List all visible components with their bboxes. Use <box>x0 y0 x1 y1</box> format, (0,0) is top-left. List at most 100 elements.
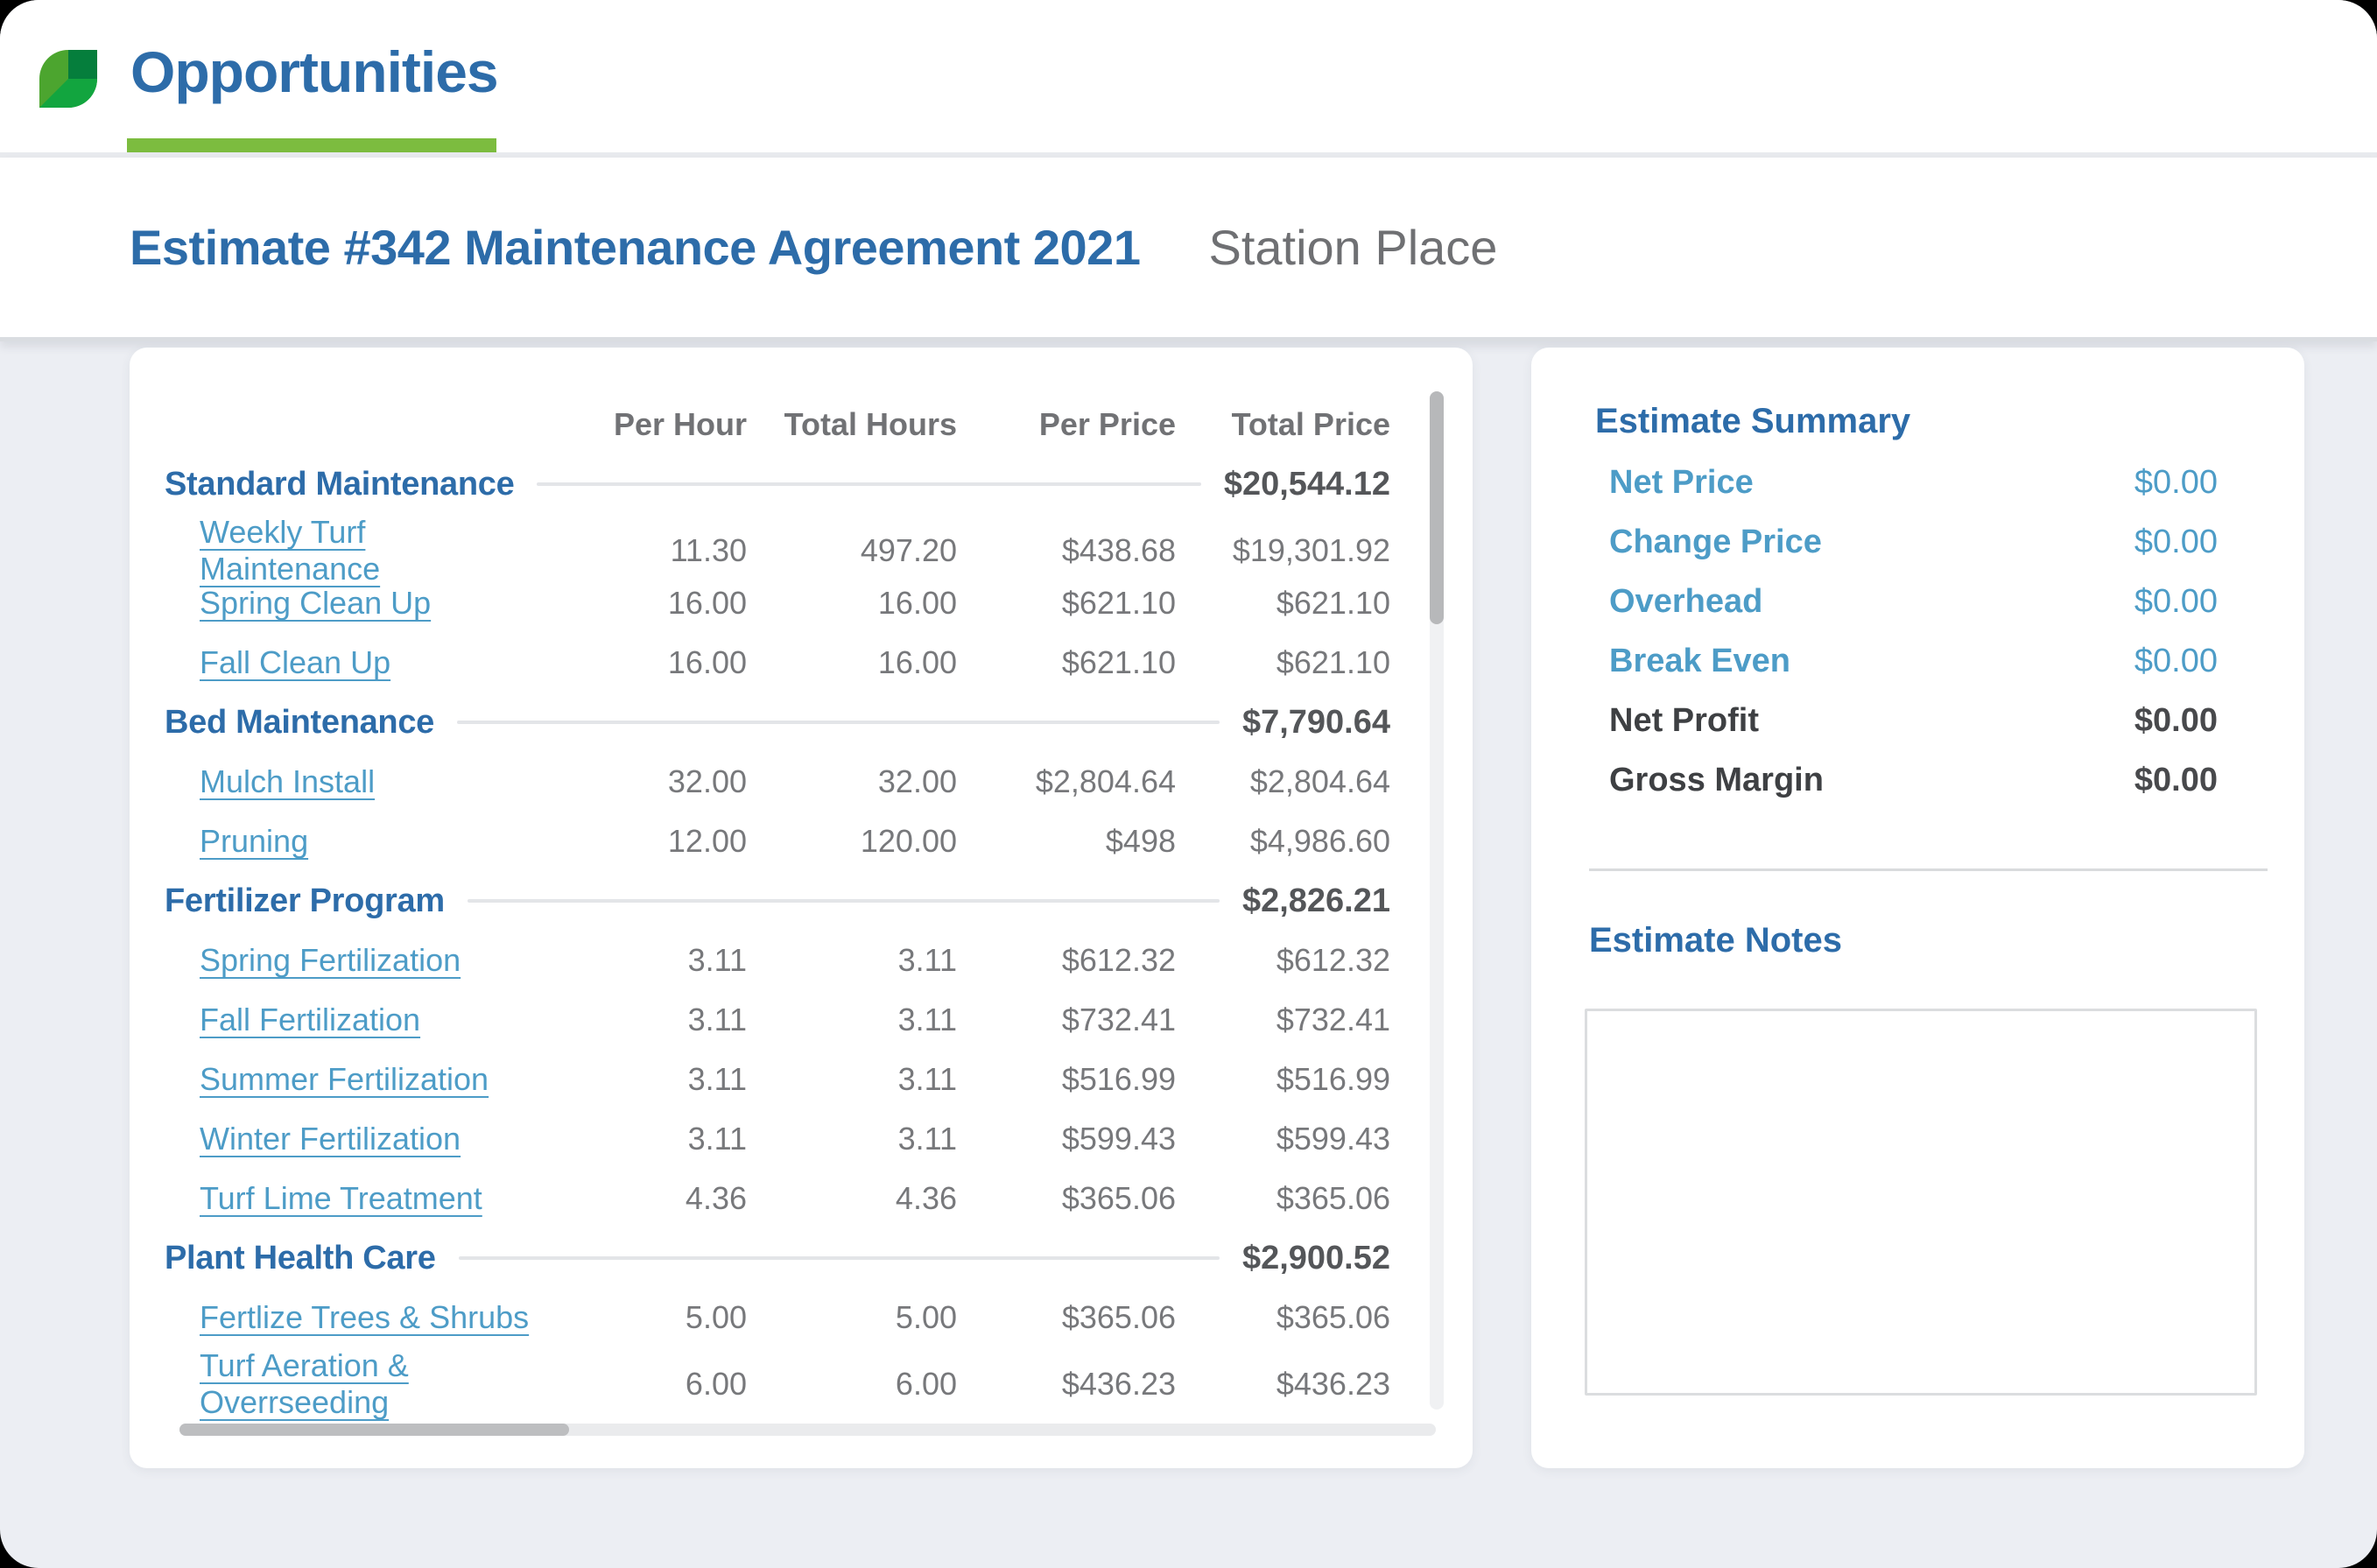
app-header: Opportunities <box>0 0 2377 152</box>
item-total-price: $621.10 <box>1276 585 1390 621</box>
item-row: Turf Lime Treatment 4.36 4.36 $365.06 $365.0… <box>165 1169 1390 1228</box>
summary-row: Net Profit $0.00 <box>1595 691 2218 750</box>
section-name: Bed Maintenance <box>165 703 435 741</box>
item-row: Spring Clean Up 16.00 16.00 $621.10 $621.10 <box>165 573 1390 633</box>
summary-value: $0.00 <box>2134 463 2218 501</box>
table-header-row: Per Hour Total Hours Per Price Total Pri… <box>165 395 1390 454</box>
section-total-price: $20,544.12 <box>1223 465 1390 503</box>
item-link[interactable]: Fall Clean Up <box>200 644 391 680</box>
item-row: Fall Clean Up 16.00 16.00 $621.10 $621.10 <box>165 633 1390 693</box>
summary-row: Gross Margin $0.00 <box>1595 750 2218 810</box>
item-total-hours: 3.11 <box>897 1002 957 1037</box>
section-row: Plant Health Care $2,900.52 <box>165 1228 1390 1288</box>
item-per-price: $438.68 <box>1061 532 1176 568</box>
summary-value: $0.00 <box>2134 582 2218 620</box>
item-link[interactable]: Fertlize Trees & Shrubs <box>200 1299 530 1335</box>
horizontal-scrollbar-thumb[interactable] <box>179 1424 569 1436</box>
section-divider-line <box>467 899 1220 903</box>
item-total-hours: 3.11 <box>897 1061 957 1097</box>
item-per-hour: 3.11 <box>687 1061 747 1097</box>
section-total-price: $7,790.64 <box>1241 703 1390 741</box>
item-total-price: $19,301.92 <box>1232 532 1390 568</box>
vertical-scrollbar-thumb[interactable] <box>1430 391 1444 624</box>
item-total-price: $516.99 <box>1276 1061 1390 1097</box>
section-divider-line <box>458 1256 1220 1260</box>
pricing-card: Per Hour Total Hours Per Price Total Pri… <box>130 348 1473 1468</box>
item-total-hours: 16.00 <box>877 644 957 680</box>
summary-value: $0.00 <box>2134 761 2218 798</box>
item-per-price: $436.23 <box>1061 1366 1176 1402</box>
summary-value: $0.00 <box>2134 523 2218 560</box>
item-per-price: $621.10 <box>1061 585 1176 621</box>
item-total-price: $436.23 <box>1276 1366 1390 1402</box>
item-total-hours: 3.11 <box>897 1121 957 1157</box>
item-link[interactable]: Winter Fertilization <box>200 1121 461 1157</box>
item-row: Turf Aeration & Overrseeding 6.00 6.00 $436… <box>165 1347 1390 1420</box>
estimate-notes-title: Estimate Notes <box>1589 921 1842 960</box>
estimate-summary-title: Estimate Summary <box>1595 402 1911 440</box>
leaf-logo-icon <box>39 50 97 108</box>
section-name: Fertilizer Program <box>165 882 445 919</box>
estimate-summary-list: Net Price $0.00 Change Price $0.00 Overhead $… <box>1595 453 2218 810</box>
section-name: Plant Health Care <box>165 1239 436 1276</box>
section-row: Standard Maintenance $20,544.12 <box>165 454 1390 514</box>
item-per-price: $612.32 <box>1061 942 1176 978</box>
vertical-scrollbar-track[interactable] <box>1430 391 1444 1410</box>
item-per-price: $498 <box>1105 823 1176 859</box>
item-per-price: $599.43 <box>1061 1121 1176 1157</box>
item-total-price: $2,804.64 <box>1249 763 1390 799</box>
item-row: Fall Fertilization 3.11 3.11 $732.41 $732.41 <box>165 990 1390 1050</box>
item-total-hours: 16.00 <box>877 585 957 621</box>
summary-row: Net Price $0.00 <box>1595 453 2218 512</box>
estimate-header: Estimate #342 Maintenance Agreement 2021… <box>0 158 2377 341</box>
section-total-price: $2,826.21 <box>1241 882 1390 919</box>
item-per-hour: 32.00 <box>667 763 747 799</box>
section-row: Fertilizer Program $2,826.21 <box>165 871 1390 931</box>
item-per-hour: 5.00 <box>685 1299 747 1335</box>
item-per-hour: 3.11 <box>687 942 747 978</box>
item-row: Summer Fertilization 3.11 3.11 $516.99 $516.… <box>165 1050 1390 1109</box>
section-name: Standard Maintenance <box>165 465 515 503</box>
item-per-hour: 4.36 <box>685 1180 747 1216</box>
section-divider-line <box>537 482 1201 486</box>
item-per-price: $732.41 <box>1061 1002 1176 1037</box>
item-total-hours: 32.00 <box>877 763 957 799</box>
item-total-price: $612.32 <box>1276 942 1390 978</box>
item-per-price: $621.10 <box>1061 644 1176 680</box>
column-header-per-price: Per Price <box>1038 406 1176 442</box>
item-link[interactable]: Spring Fertilization <box>200 942 461 978</box>
item-link[interactable]: Pruning <box>200 823 309 859</box>
item-total-price: $732.41 <box>1276 1002 1390 1037</box>
item-per-hour: 11.30 <box>670 532 747 568</box>
item-per-hour: 3.11 <box>687 1121 747 1157</box>
item-link[interactable]: Summer Fertilization <box>200 1061 489 1097</box>
item-total-price: $4,986.60 <box>1249 823 1390 859</box>
item-per-hour: 16.00 <box>667 644 747 680</box>
estimate-notes-input[interactable] <box>1585 1009 2257 1396</box>
item-row: Fertlize Trees & Shrubs 5.00 5.00 $365.06 $3… <box>165 1288 1390 1347</box>
item-row: Spring Fertilization 3.11 3.11 $612.32 $612.… <box>165 931 1390 990</box>
item-row: Weekly Turf Maintenance 11.30 497.20 $438.6… <box>165 514 1390 587</box>
item-link[interactable]: Fall Fertilization <box>200 1002 421 1037</box>
item-link[interactable]: Mulch Install <box>200 763 376 799</box>
estimate-title: Estimate #342 Maintenance Agreement 2021 <box>130 220 1141 275</box>
item-total-price: $365.06 <box>1276 1299 1390 1335</box>
horizontal-scrollbar-track[interactable] <box>179 1424 1436 1436</box>
item-per-hour: 16.00 <box>667 585 747 621</box>
section-row: Bed Maintenance $7,790.64 <box>165 693 1390 752</box>
summary-value: $0.00 <box>2134 642 2218 679</box>
item-total-price: $365.06 <box>1276 1180 1390 1216</box>
item-link[interactable]: Weekly Turf Maintenance <box>200 514 381 587</box>
summary-label: Net Profit <box>1609 701 1759 739</box>
item-per-hour: 12.00 <box>667 823 747 859</box>
summary-row: Change Price $0.00 <box>1595 512 2218 572</box>
section-total-price: $2,900.52 <box>1241 1239 1390 1276</box>
item-link[interactable]: Turf Aeration & Overrseeding <box>200 1347 409 1420</box>
item-total-hours: 6.00 <box>895 1366 957 1402</box>
item-total-price: $599.43 <box>1276 1121 1390 1157</box>
summary-row: Break Even $0.00 <box>1595 631 2218 691</box>
item-total-hours: 5.00 <box>895 1299 957 1335</box>
item-link[interactable]: Turf Lime Treatment <box>200 1180 482 1216</box>
item-link[interactable]: Spring Clean Up <box>200 585 432 621</box>
item-total-hours: 4.36 <box>895 1180 957 1216</box>
